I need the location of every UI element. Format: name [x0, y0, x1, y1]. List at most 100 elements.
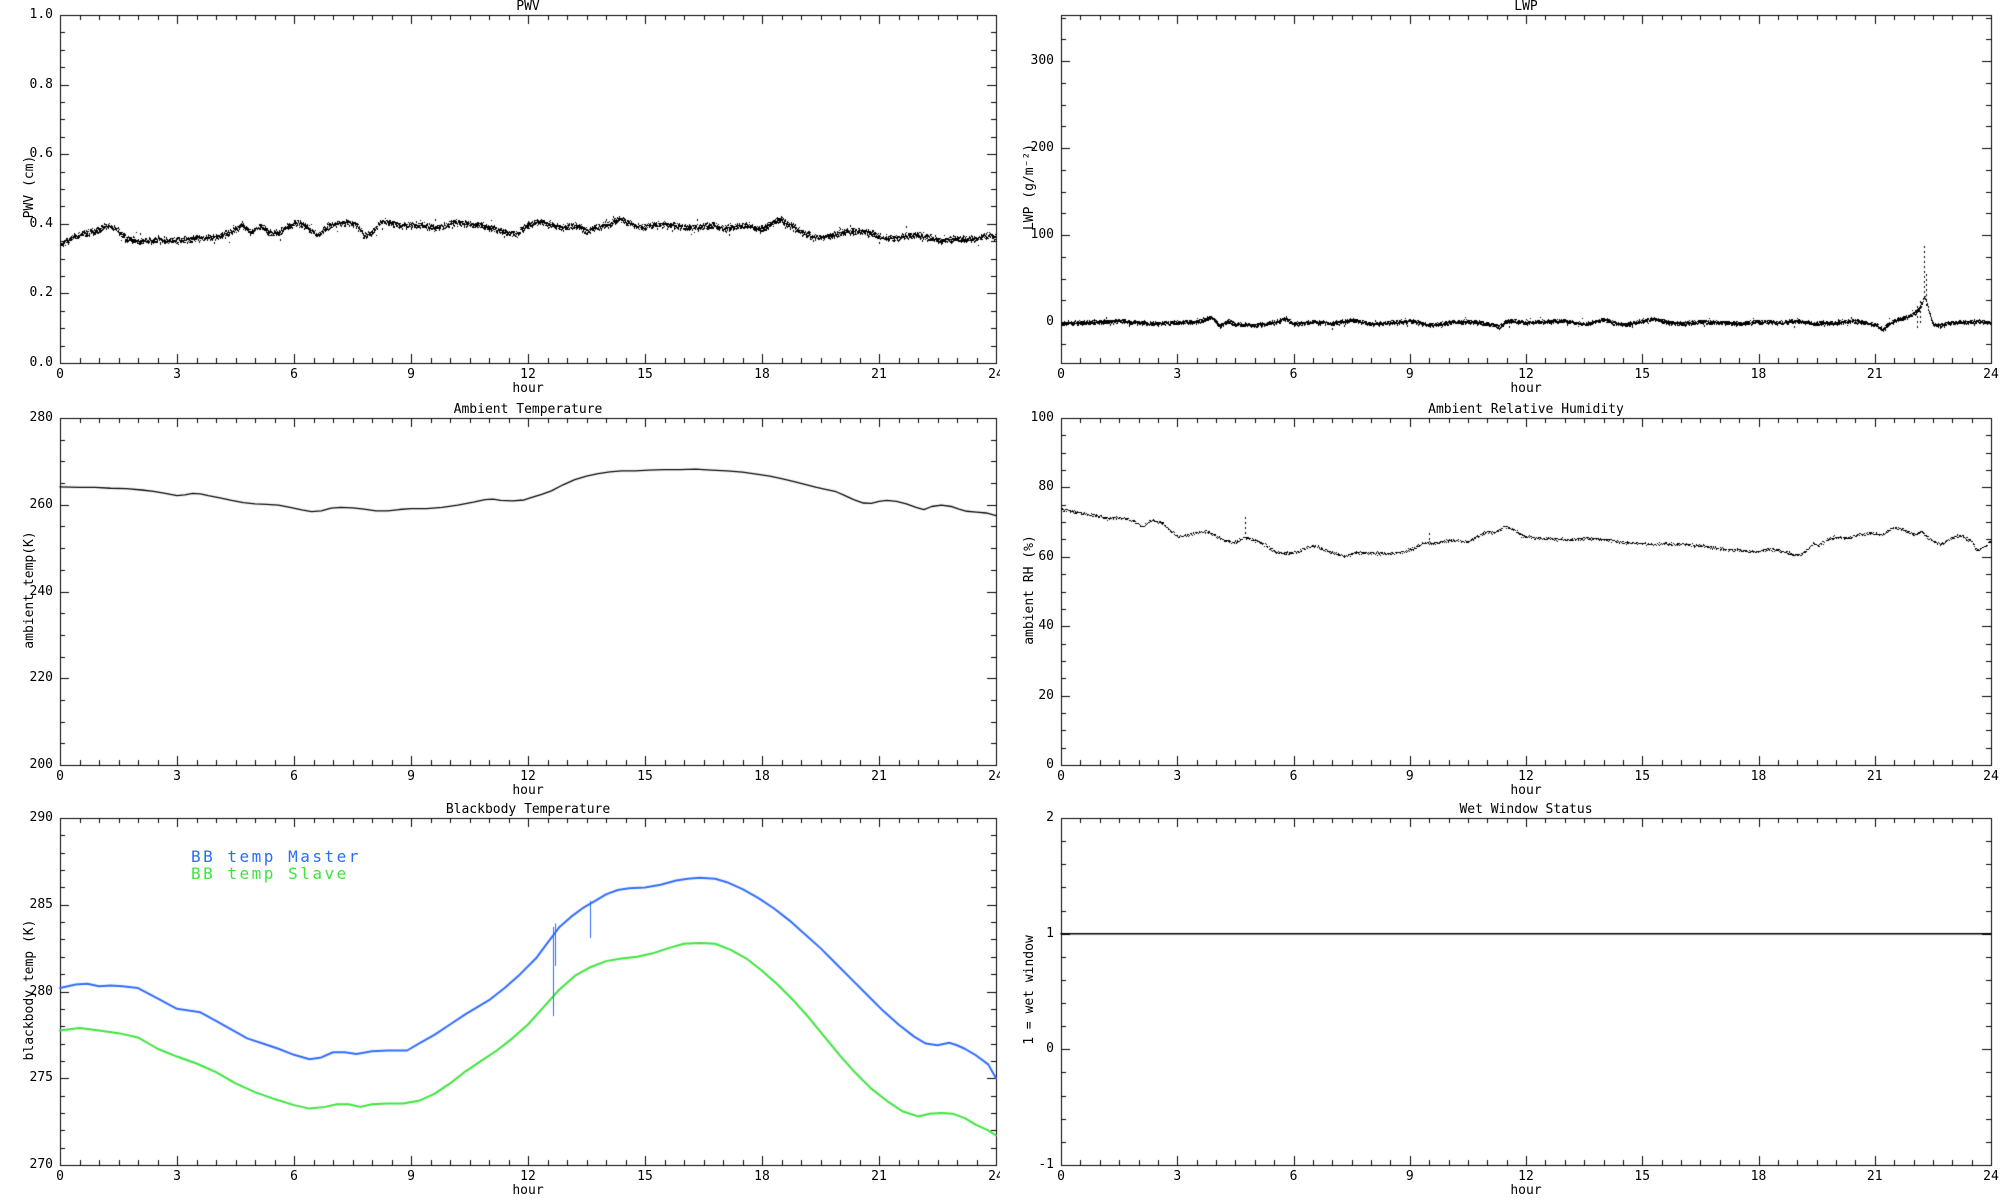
x-tick-label: 3 — [1173, 367, 1182, 382]
y-tick-label: 200 — [1030, 140, 1054, 156]
chart-title-wet-window: Wet Window Status — [1459, 802, 1593, 817]
x-tick-label: 9 — [1405, 367, 1414, 382]
lwp-plot-canvas — [1000, 0, 2000, 400]
x-tick-label: 6 — [290, 1169, 298, 1184]
x-tick-label: 15 — [637, 769, 653, 784]
blackbody-temp-plot-canvas — [0, 800, 1000, 1200]
x-tick-label: 0 — [56, 1169, 64, 1184]
x-tick-label: 18 — [1750, 769, 1767, 784]
x-tick-label: 0 — [56, 769, 64, 784]
ambient-rh-chart-panel: Ambient Relative Humidity ambient RH (%)… — [1000, 400, 2000, 800]
x-tick-label: 0 — [1057, 1169, 1065, 1184]
legend-bb-slave: BB temp Slave — [191, 864, 349, 883]
x-tick-label: 6 — [1289, 769, 1298, 784]
y-tick-label: 2 — [1046, 810, 1054, 825]
x-tick-label: 9 — [407, 1169, 415, 1184]
chart-title-lwp: LWP — [1514, 0, 1538, 14]
x-tick-label: 3 — [173, 367, 181, 382]
x-axis-label-ambient-temp: hour — [512, 783, 544, 798]
x-tick-label: 12 — [520, 769, 536, 784]
y-tick-label: 290 — [29, 810, 53, 825]
x-tick-label: 6 — [290, 769, 298, 784]
y-tick-label: 285 — [29, 896, 53, 912]
x-tick-label: 21 — [1866, 1169, 1883, 1184]
y-tick-label: 100 — [1030, 227, 1054, 243]
x-tick-label: 18 — [1750, 367, 1767, 382]
x-tick-label: 18 — [754, 367, 770, 382]
x-tick-label: 15 — [1634, 367, 1651, 382]
x-tick-label: 18 — [754, 1169, 770, 1184]
y-tick-label: 270 — [29, 1157, 53, 1172]
x-tick-label: 24 — [988, 1169, 1004, 1184]
x-axis-label-ambient-rh: hour — [1510, 783, 1542, 798]
chart-title-pwv: PWV — [516, 0, 540, 14]
x-tick-label: 21 — [1866, 769, 1883, 784]
x-tick-label: 15 — [1634, 1169, 1651, 1184]
y-tick-label: 280 — [29, 410, 53, 425]
x-tick-label: 15 — [637, 367, 653, 382]
y-tick-label: 0 — [1046, 314, 1054, 330]
x-axis-label-blackbody-temp: hour — [512, 1183, 544, 1198]
y-tick-label: 80 — [1038, 479, 1054, 495]
x-tick-label: 9 — [407, 769, 415, 784]
chart-title-ambient-temp: Ambient Temperature — [453, 402, 603, 417]
x-tick-label: 24 — [1983, 367, 1999, 382]
legend-bb-master: BB temp Master — [191, 847, 361, 866]
x-tick-label: 3 — [173, 1169, 181, 1184]
y-tick-label: 40 — [1038, 618, 1054, 634]
y-tick-label: 260 — [29, 496, 53, 512]
y-axis-label-lwp: LWP (g/m⁻²) — [1022, 143, 1037, 231]
x-axis-label-pwv: hour — [512, 381, 544, 396]
x-tick-label: 6 — [1289, 1169, 1298, 1184]
x-tick-label: 21 — [871, 769, 887, 784]
y-tick-label: 0.6 — [29, 146, 53, 162]
x-tick-label: 18 — [754, 769, 770, 784]
x-tick-label: 6 — [1289, 367, 1298, 382]
x-tick-label: 21 — [1866, 367, 1883, 382]
y-axis-label-wet-window: 1 = wet window — [1022, 934, 1037, 1045]
x-tick-label: 0 — [56, 367, 64, 382]
y-tick-label: 0.4 — [29, 215, 53, 231]
x-tick-label: 12 — [1518, 1169, 1534, 1184]
x-tick-label: 0 — [1057, 367, 1065, 382]
y-tick-label: 200 — [29, 757, 53, 772]
wet-window-chart-panel: Wet Window Status 1 = wet window hour 0 3… — [1000, 800, 2000, 1200]
y-tick-label: 0 — [1046, 757, 1054, 772]
ambient-temp-plot-canvas — [0, 400, 1000, 800]
x-tick-label: 18 — [1750, 1169, 1767, 1184]
ambient-temp-chart-panel: Ambient Temperature ambient temp(K) hour… — [0, 400, 1004, 800]
y-tick-label: 0 — [1046, 1041, 1054, 1057]
x-tick-label: 6 — [290, 367, 298, 382]
x-tick-label: 9 — [1405, 769, 1414, 784]
y-tick-label: 20 — [1038, 687, 1054, 703]
x-tick-label: 12 — [520, 367, 536, 382]
y-tick-label: 0.2 — [29, 285, 53, 301]
y-tick-label: 100 — [1030, 410, 1054, 425]
x-tick-label: 9 — [1405, 1169, 1414, 1184]
pwv-plot-canvas — [0, 0, 1000, 400]
x-tick-label: 12 — [520, 1169, 536, 1184]
x-tick-label: 21 — [871, 367, 887, 382]
wet-window-plot-canvas — [1000, 800, 2000, 1200]
x-tick-label: 21 — [871, 1169, 887, 1184]
y-tick-label: 220 — [29, 670, 53, 686]
y-tick-label: 300 — [1030, 53, 1054, 69]
y-tick-label: 240 — [29, 583, 53, 599]
y-tick-label: 280 — [29, 983, 53, 999]
x-tick-label: 24 — [1983, 769, 1999, 784]
y-tick-label: 275 — [29, 1070, 53, 1086]
x-tick-label: 12 — [1518, 367, 1534, 382]
x-axis-label-lwp: hour — [1510, 381, 1542, 396]
x-tick-label: 24 — [988, 769, 1004, 784]
x-tick-label: 12 — [1518, 769, 1534, 784]
x-tick-label: 15 — [637, 1169, 653, 1184]
y-tick-label: 1.0 — [29, 7, 53, 22]
pwv-chart-panel: PWV PWV (cm) hour 0 3 6 9 12 15 18 21 24 0.0 0.2 0.… — [0, 0, 1004, 400]
y-tick-label: 0.8 — [29, 76, 53, 92]
x-tick-label: 3 — [1173, 1169, 1182, 1184]
x-tick-label: 24 — [988, 367, 1004, 382]
chart-title-blackbody-temp: Blackbody Temperature — [445, 802, 611, 817]
x-tick-label: 3 — [173, 769, 181, 784]
y-tick-label: -1 — [1038, 1157, 1054, 1172]
y-tick-label: 1 — [1046, 925, 1054, 941]
